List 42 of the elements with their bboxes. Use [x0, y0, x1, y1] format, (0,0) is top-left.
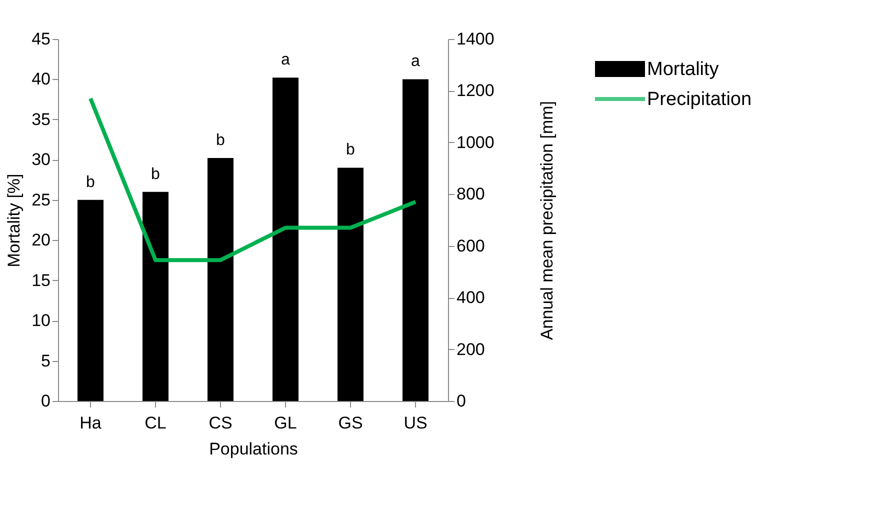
annotation: a	[411, 53, 420, 70]
y2-tick-label: 1200	[456, 81, 494, 100]
annotation: b	[86, 174, 96, 191]
bar	[272, 78, 298, 401]
y2-tick-label: 200	[456, 340, 485, 359]
y2-tick-label: 1000	[456, 132, 494, 152]
bar	[338, 168, 364, 401]
y2-tick-label: 400	[456, 288, 485, 308]
y-tick-label: 10	[32, 311, 50, 330]
line-series	[88, 96, 418, 262]
legend-label: Mortality	[647, 59, 720, 80]
x-tick-label: CS	[208, 414, 232, 432]
annotation: b	[346, 142, 356, 159]
y-tick-label: 25	[32, 190, 50, 210]
bar	[208, 158, 234, 401]
x-tick-label: Ha	[80, 414, 102, 432]
bar	[142, 192, 168, 401]
y-tick-label: 5	[41, 351, 50, 370]
annotation: b	[216, 132, 226, 150]
y-tick-label: 35	[32, 110, 50, 129]
x-tick-label: GL	[274, 414, 297, 432]
y-tick-label: 45	[32, 30, 50, 48]
annotation: a	[281, 52, 290, 69]
y2-axis-title: Annual mean precipitation [mm]	[537, 100, 556, 340]
y-tick-label: 15	[32, 270, 50, 290]
y2-tick-label: 1400	[456, 30, 494, 48]
y2-tick-label: 0	[456, 392, 466, 410]
y-tick-label: 40	[32, 70, 50, 89]
bar	[402, 79, 428, 401]
y2-tick-label: 600	[456, 236, 485, 256]
x-tick-label: CL	[144, 414, 166, 432]
bar	[78, 200, 104, 401]
annotation: b	[151, 166, 160, 183]
y-tick-label: 20	[32, 230, 50, 250]
legend-label: Precipitation	[647, 89, 752, 110]
y-tick-label: 30	[32, 150, 50, 170]
x-tick-label: GS	[338, 414, 363, 432]
y-tick-label: 0	[41, 392, 50, 410]
y2-tick-label: 800	[456, 184, 485, 204]
x-axis-title: Populations	[209, 440, 298, 458]
y-axis-title: Mortality [%]	[4, 174, 24, 268]
x-tick-label: US	[404, 414, 428, 432]
